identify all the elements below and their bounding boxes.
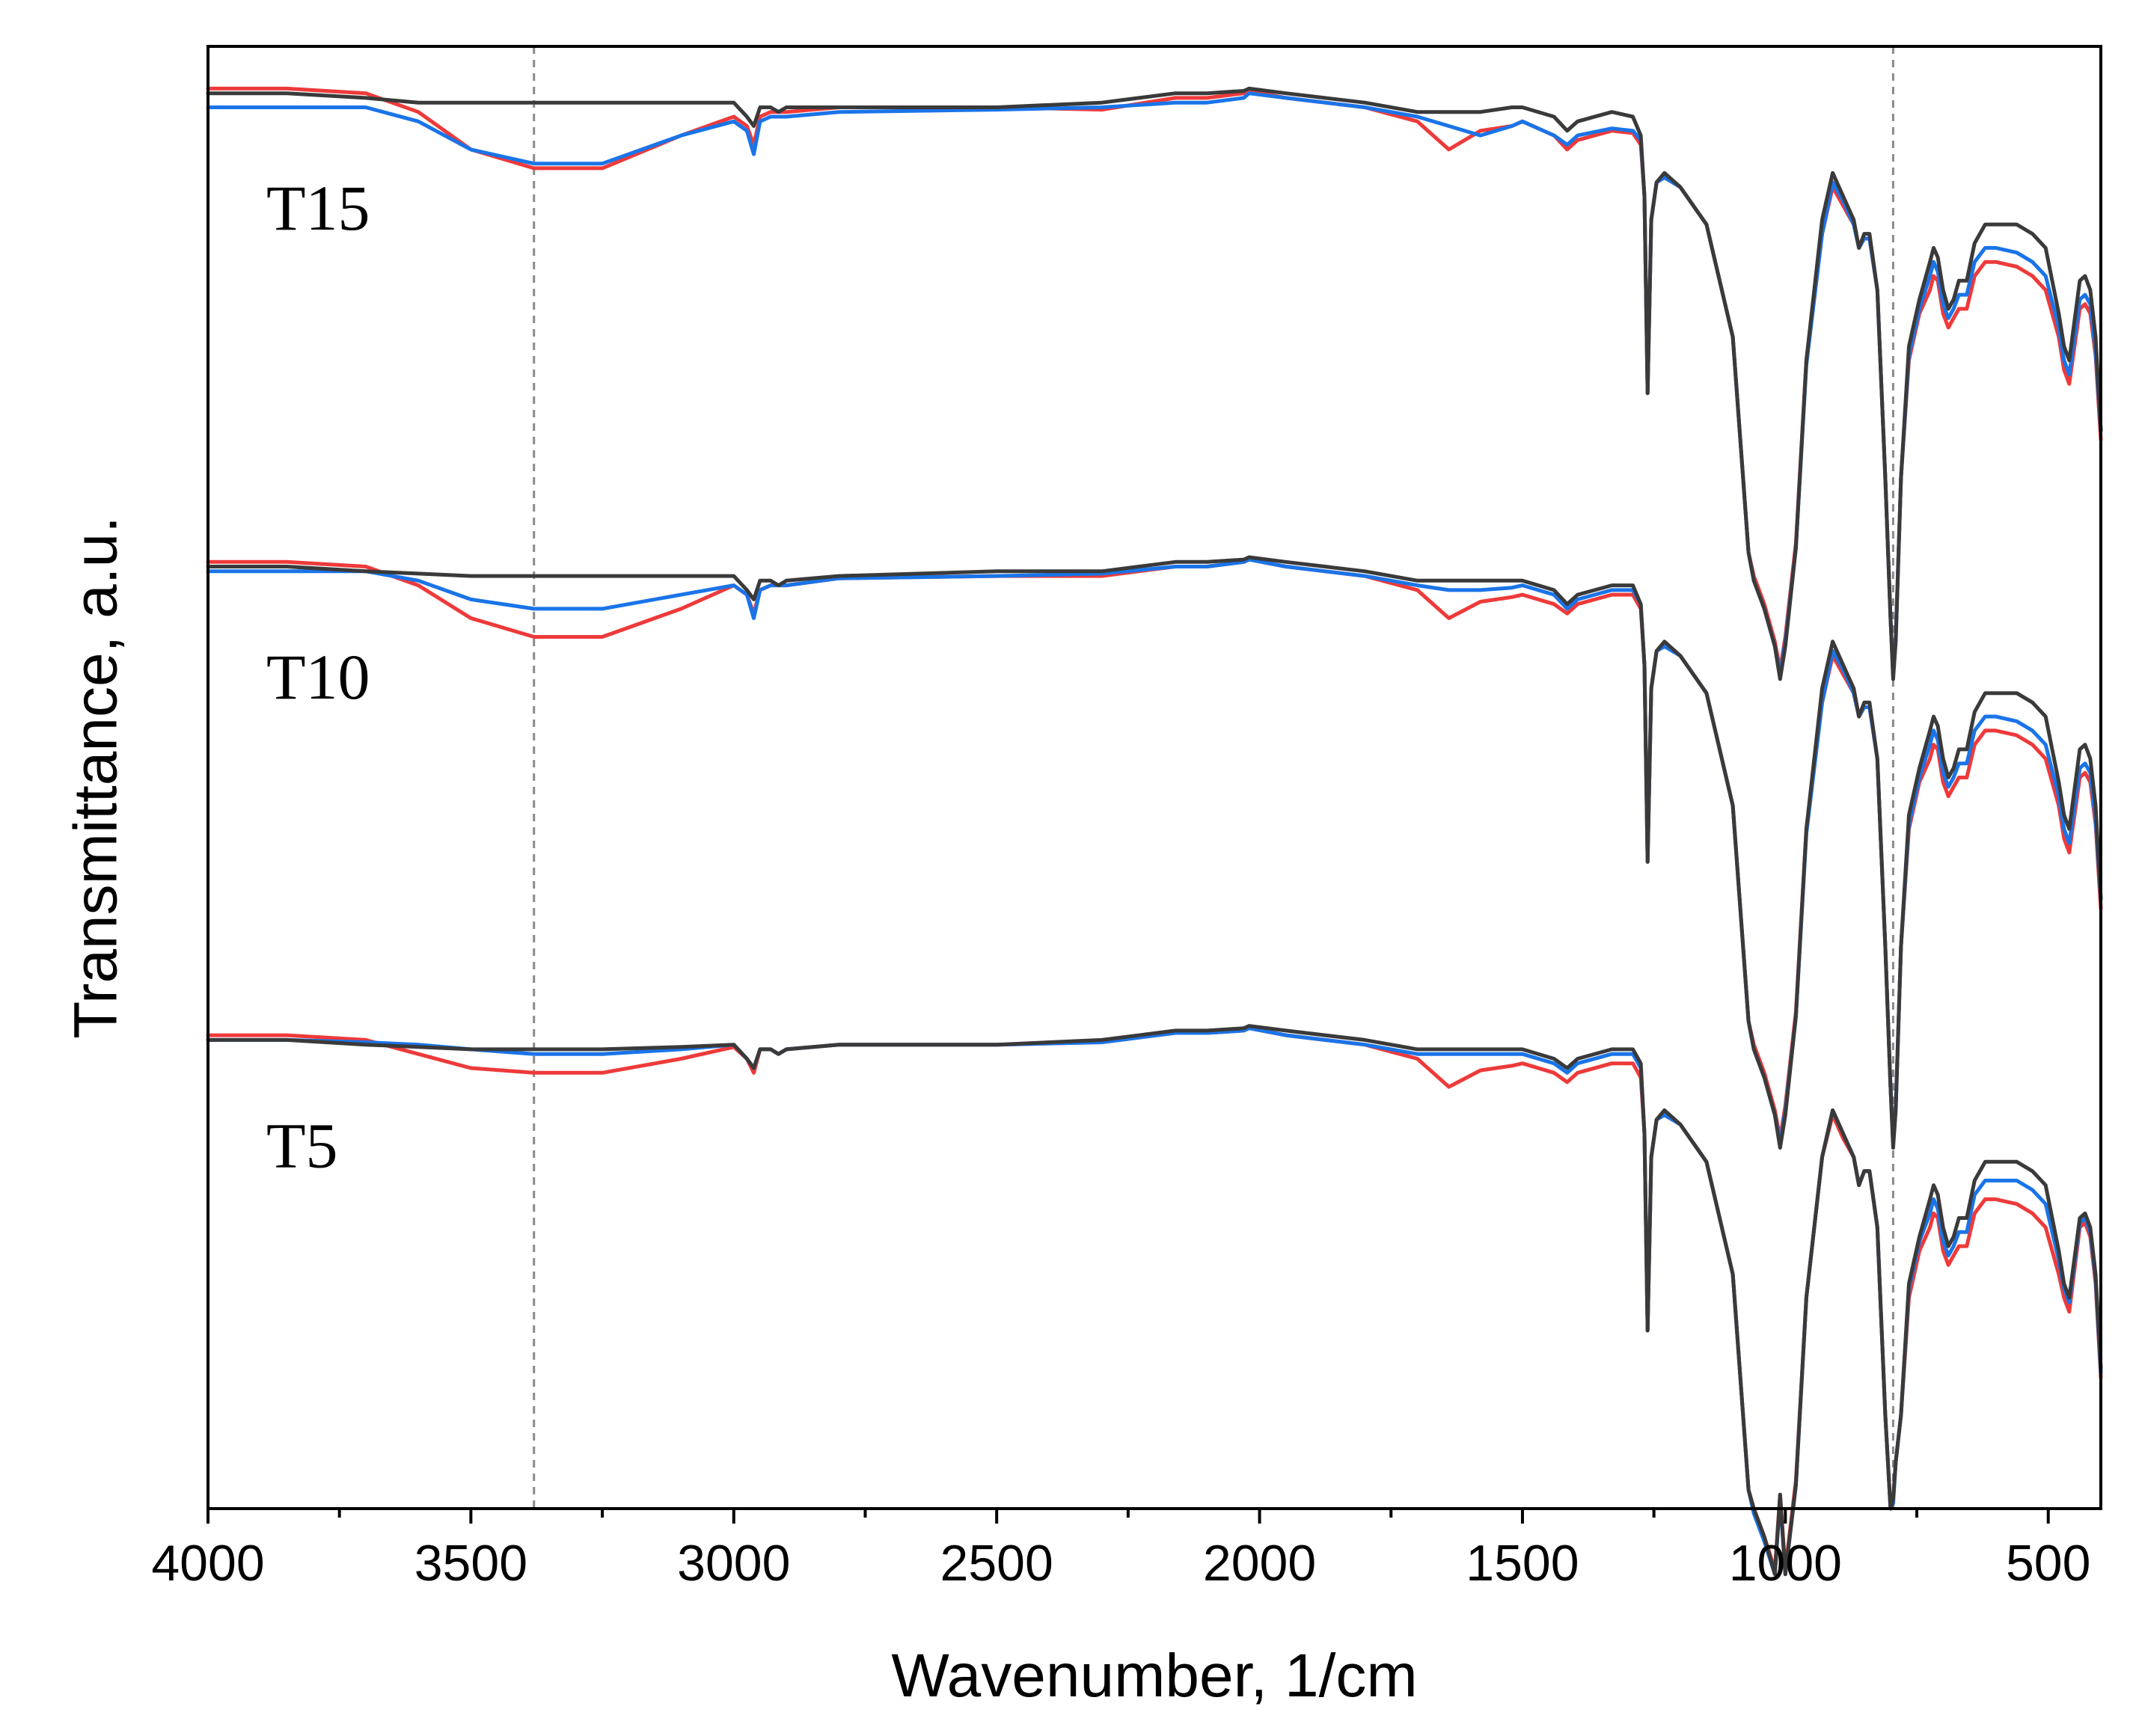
series-t15-black: [206, 86, 2103, 681]
x-tick-label: 2000: [1203, 1535, 1316, 1592]
x-tick-label: 500: [2006, 1535, 2090, 1592]
series-t5-black: [206, 1024, 2103, 1577]
x-tick-label: 3500: [414, 1535, 527, 1592]
x-axis-title: Wavenumber, 1/cm: [891, 1642, 1417, 1710]
y-axis-title: Transmittance, a.u.: [62, 516, 130, 1039]
x-axis-ticks: 4000 3500 3000 2500 2000 1500 1000 500: [151, 1509, 2090, 1592]
group-label-t5: T5: [266, 1109, 338, 1181]
series-layer: [206, 86, 2103, 1577]
x-tick-label: 2500: [940, 1535, 1053, 1592]
reference-lines: [533, 46, 1894, 1509]
group-label-t15: T15: [266, 172, 370, 244]
group-label-t10: T10: [266, 641, 370, 713]
x-tick-label: 3000: [677, 1535, 790, 1592]
series-t10-black: [206, 555, 2103, 1150]
plot-area-frame: [206, 45, 2102, 1510]
x-tick-label: 1000: [1729, 1535, 1842, 1592]
x-tick-label: 4000: [151, 1535, 264, 1592]
group-labels: T15 T10 T5: [266, 172, 370, 1181]
x-tick-label: 1500: [1466, 1535, 1579, 1592]
